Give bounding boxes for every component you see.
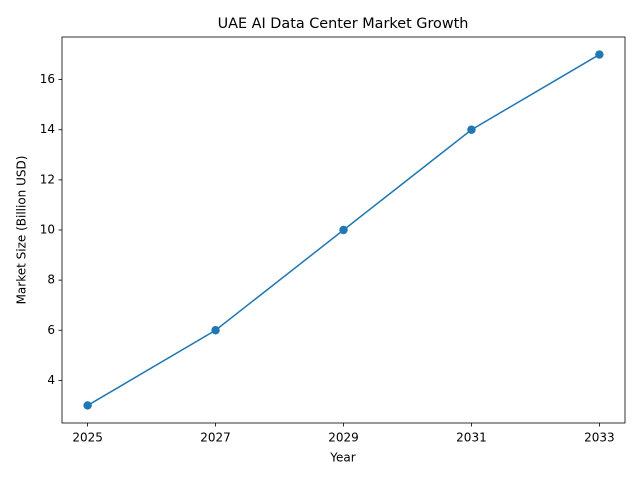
- y-tick-label: 4: [47, 373, 55, 387]
- data-point: [339, 225, 348, 235]
- data-point: [83, 401, 92, 410]
- x-tick-label: 2025: [72, 431, 103, 445]
- x-tick-label: 2029: [328, 431, 359, 445]
- y-tick-label: 14: [40, 122, 55, 136]
- chart-title: UAE AI Data Center Market Growth: [218, 16, 469, 32]
- y-tick-label: 16: [40, 72, 55, 86]
- plot-frame: [61, 36, 626, 424]
- y-tick-label: 10: [40, 223, 55, 237]
- x-axis-label: Year: [329, 451, 355, 465]
- y-tick-label: 6: [47, 323, 55, 337]
- data-point: [467, 125, 476, 134]
- data-point: [211, 326, 220, 335]
- x-tick-label: 2031: [456, 431, 487, 445]
- y-tick-label: 12: [40, 172, 55, 186]
- y-tick-label: 8: [47, 273, 55, 287]
- x-tick-label: 2033: [584, 431, 615, 445]
- x-tick-label: 2027: [200, 431, 231, 445]
- y-axis-label: Market Size (Billion USD): [15, 156, 29, 305]
- data-point: [595, 50, 604, 59]
